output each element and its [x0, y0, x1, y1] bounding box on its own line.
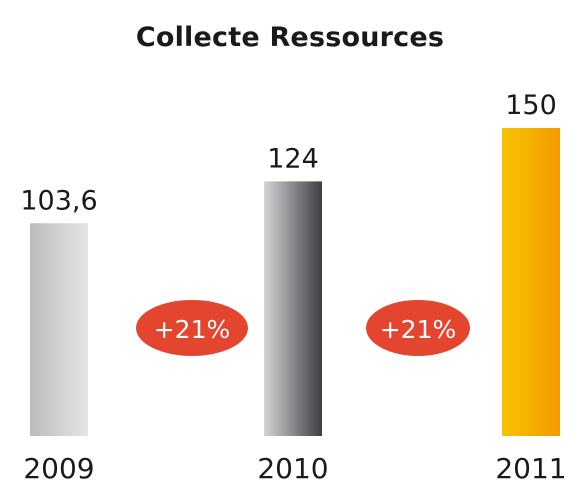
bar-2010	[264, 181, 322, 436]
value-label-2011: 150	[505, 90, 557, 121]
value-label-2010: 124	[267, 143, 319, 174]
x-tick-label-2009: 2009	[23, 452, 94, 482]
bar-2009	[30, 223, 88, 436]
chart-title: Collecte Ressources	[135, 22, 445, 53]
growth-badge-1-label: +21%	[154, 315, 231, 344]
growth-badge-2	[366, 300, 470, 356]
bar-2011	[502, 128, 560, 436]
x-tick-label-2010: 2010	[257, 452, 328, 482]
value-label-2009: 103,6	[20, 185, 97, 216]
x-tick-label-2011: 2011	[495, 452, 566, 482]
growth-badge-1	[136, 300, 248, 356]
growth-badge-2-label: +21%	[380, 315, 457, 344]
